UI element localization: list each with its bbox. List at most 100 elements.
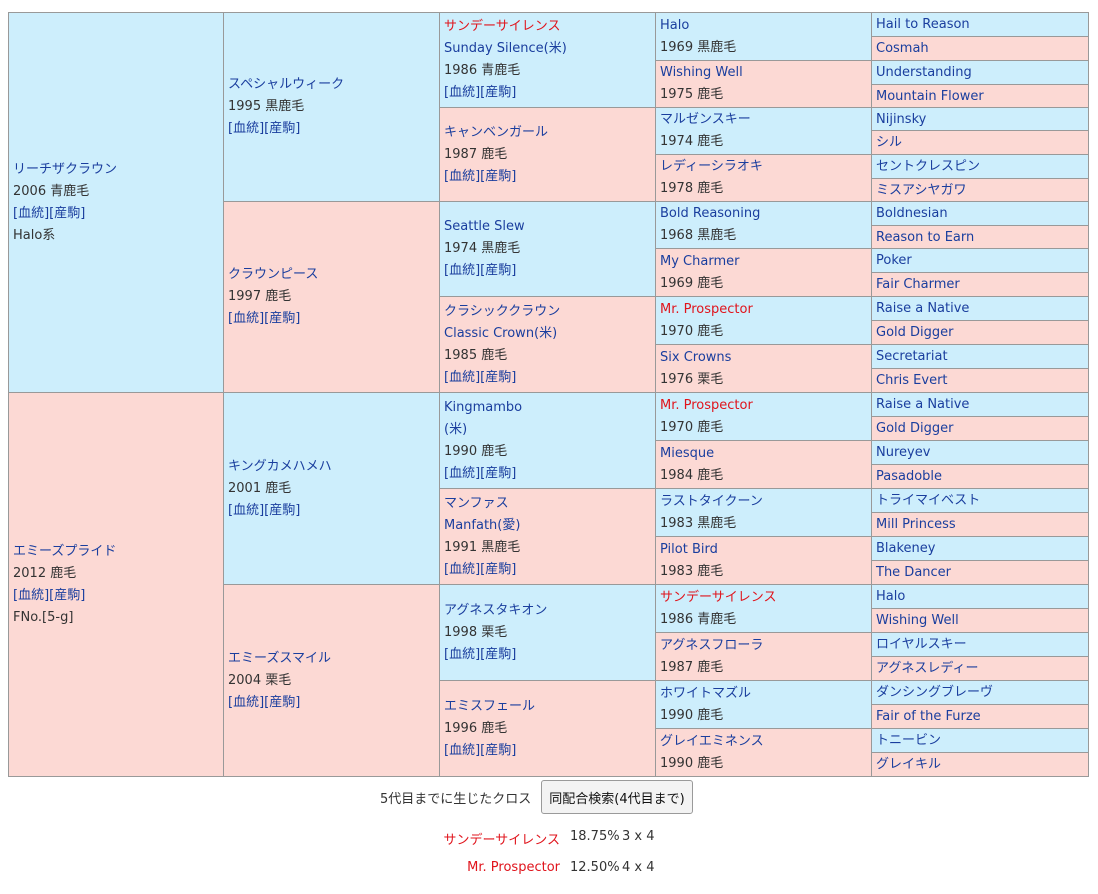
ancestor-name-link[interactable]: ミスアシヤガワ <box>876 182 967 198</box>
progeny-link[interactable]: [産駒] <box>480 465 517 481</box>
ancestor-name-link[interactable]: Gold Digger <box>876 325 954 340</box>
ancestor-name-link[interactable]: ダンシングブレーヴ <box>876 685 994 700</box>
ancestor-alt-name-link[interactable]: Classic Crown(米) <box>444 325 558 341</box>
ancestor-name-link[interactable]: エミーズプライド <box>13 543 117 559</box>
ancestor-name-link[interactable]: エミーズスマイル <box>228 650 331 666</box>
ancestor-name-link[interactable]: Fair Charmer <box>876 277 960 292</box>
ancestor-name-link[interactable]: スペシャルウィーク <box>228 77 345 92</box>
birth-year-color: 1969 鹿毛 <box>660 275 724 291</box>
pedigree-link[interactable]: [血統] <box>444 263 481 278</box>
ancestor-name-link[interactable]: My Charmer <box>660 253 740 269</box>
progeny-link[interactable]: [産駒] <box>480 168 517 184</box>
ancestor-name-link[interactable]: Pasadoble <box>876 469 943 484</box>
ancestor-name-link[interactable]: アグネスフローラ <box>660 637 764 653</box>
ancestor-name-link[interactable]: Cosmah <box>876 41 929 56</box>
ancestor-name-link[interactable]: Miesque <box>660 445 715 461</box>
ancestor-name-link[interactable]: Mr. Prospector <box>660 301 753 317</box>
ancestor-name-link[interactable]: ホワイトマズル <box>660 685 752 701</box>
ancestor-name-link[interactable]: サンデーサイレンス <box>444 19 561 34</box>
ancestor-name-link[interactable]: Nureyev <box>876 445 931 460</box>
ancestor-name-link[interactable]: リーチザクラウン <box>13 161 118 177</box>
ancestor-alt-name-link[interactable]: (米) <box>444 421 468 437</box>
progeny-link[interactable]: [産駒] <box>480 561 517 577</box>
pedigree-link[interactable]: [血統] <box>444 561 481 577</box>
pedigree-link[interactable]: [血統] <box>228 694 265 710</box>
ancestor-name-link[interactable]: Understanding <box>876 65 972 80</box>
ancestor-name-link[interactable]: クラウンピース <box>228 267 319 282</box>
ancestor-name-link[interactable]: Raise a Native <box>876 397 970 412</box>
pedigree-link[interactable]: [血統] <box>444 369 481 385</box>
ancestor-name-link[interactable]: Raise a Native <box>876 301 970 316</box>
progeny-link[interactable]: [産駒] <box>264 121 301 136</box>
progeny-link[interactable]: [産駒] <box>49 205 86 221</box>
pedigree-row: Fair Charmer <box>9 272 1089 297</box>
ancestor-name-link[interactable]: Halo <box>876 589 906 604</box>
ancestor-name-link[interactable]: キャンベンガール <box>444 124 549 140</box>
ancestor-name-link[interactable]: マルゼンスキー <box>660 112 751 127</box>
progeny-link[interactable]: [産駒] <box>480 369 517 385</box>
pedigree-link[interactable]: [血統] <box>228 502 265 518</box>
ancestor-name-link[interactable]: シル <box>876 135 903 150</box>
ancestor-name-link[interactable]: Gold Digger <box>876 421 954 436</box>
progeny-link[interactable]: [産駒] <box>480 263 517 278</box>
ancestor-name-link[interactable]: Fair of the Furze <box>876 709 981 724</box>
ancestor-name-link[interactable]: Blakeney <box>876 541 936 556</box>
ancestor-name-link[interactable]: Boldnesian <box>876 206 948 221</box>
progeny-link[interactable]: [産駒] <box>480 742 517 758</box>
cross-horse-link[interactable]: サンデーサイレンス <box>443 833 560 848</box>
ancestor-name-link[interactable]: Mill Princess <box>876 517 956 532</box>
ancestor-name-link[interactable]: The Dancer <box>876 565 952 580</box>
ancestor-name-link[interactable]: Wishing Well <box>660 65 743 80</box>
pedigree-link[interactable]: [血統] <box>444 742 481 758</box>
ancestor-name-link[interactable]: Wishing Well <box>876 613 959 628</box>
ancestor-name-link[interactable]: Chris Evert <box>876 373 948 388</box>
pedigree-link[interactable]: [血統] <box>13 205 50 221</box>
progeny-link[interactable]: [産駒] <box>480 646 517 662</box>
ancestor-name-link[interactable]: ラストタイクーン <box>660 493 763 509</box>
progeny-link[interactable]: [産駒] <box>264 311 301 326</box>
ancestor-name-link[interactable]: トライマイベスト <box>876 493 981 508</box>
pedigree-link[interactable]: [血統] <box>444 465 481 481</box>
ancestor-name-link[interactable]: Mr. Prospector <box>660 397 753 413</box>
ancestor-name-link[interactable]: トニービン <box>876 733 942 748</box>
pedigree-link[interactable]: [血統] <box>228 121 265 136</box>
ancestor-name-link[interactable]: Bold Reasoning <box>660 206 761 221</box>
ancestor-name-link[interactable]: アグネスレディー <box>876 661 979 676</box>
pedigree-link[interactable]: [血統] <box>444 85 481 100</box>
same-mating-search-button[interactable]: 同配合検索(4代目まで) <box>541 780 693 814</box>
ancestor-name-link[interactable]: Nijinsky <box>876 111 927 127</box>
ancestor-name-link[interactable]: Secretariat <box>876 349 948 364</box>
cross-horse-link[interactable]: Mr. Prospector <box>467 860 560 875</box>
ancestor-name-link[interactable]: エミスフェール <box>444 698 536 714</box>
ancestor-name-link[interactable]: サンデーサイレンス <box>660 589 777 605</box>
progeny-link[interactable]: [産駒] <box>264 502 301 518</box>
ancestor-name-link[interactable]: Poker <box>876 253 912 268</box>
ancestor-name-link[interactable]: ロイヤルスキー <box>876 637 967 652</box>
cross-section: 5代目までに生じたクロス 同配合検索(4代目まで) サンデーサイレンス 18.7… <box>0 780 1098 894</box>
pedigree-link[interactable]: [血統] <box>444 168 481 184</box>
ancestor-name-link[interactable]: Reason to Earn <box>876 229 975 245</box>
ancestor-name-link[interactable]: Seattle Slew <box>444 219 525 234</box>
ancestor-name-link[interactable]: キングカメハメハ <box>228 458 332 474</box>
pedigree-link[interactable]: [血統] <box>228 311 265 326</box>
progeny-link[interactable]: [産駒] <box>480 85 517 100</box>
pedigree-link[interactable]: [血統] <box>13 587 50 603</box>
ancestor-name-link[interactable]: Kingmambo <box>444 399 523 415</box>
ancestor-name-link[interactable]: グレイキル <box>876 757 942 772</box>
ancestor-name-link[interactable]: アグネスタキオン <box>444 602 548 618</box>
ancestor-name-link[interactable]: セントクレスピン <box>876 159 981 174</box>
pedigree-link[interactable]: [血統] <box>444 646 481 662</box>
ancestor-alt-name-link[interactable]: Sunday Silence(米) <box>444 41 567 56</box>
ancestor-name-link[interactable]: レディーシラオキ <box>660 159 763 174</box>
ancestor-name-link[interactable]: グレイエミネンス <box>660 733 764 749</box>
progeny-link[interactable]: [産駒] <box>49 587 86 603</box>
ancestor-name-link[interactable]: Halo <box>660 17 690 33</box>
ancestor-name-link[interactable]: Mountain Flower <box>876 88 984 104</box>
ancestor-alt-name-link[interactable]: Manfath(愛) <box>444 517 521 533</box>
ancestor-name-link[interactable]: Hail to Reason <box>876 17 970 32</box>
ancestor-name-link[interactable]: Six Crowns <box>660 349 732 365</box>
ancestor-name-link[interactable]: クラシッククラウン <box>444 303 561 319</box>
progeny-link[interactable]: [産駒] <box>264 694 301 710</box>
ancestor-name-link[interactable]: Pilot Bird <box>660 541 718 557</box>
ancestor-name-link[interactable]: マンファス <box>444 495 509 511</box>
